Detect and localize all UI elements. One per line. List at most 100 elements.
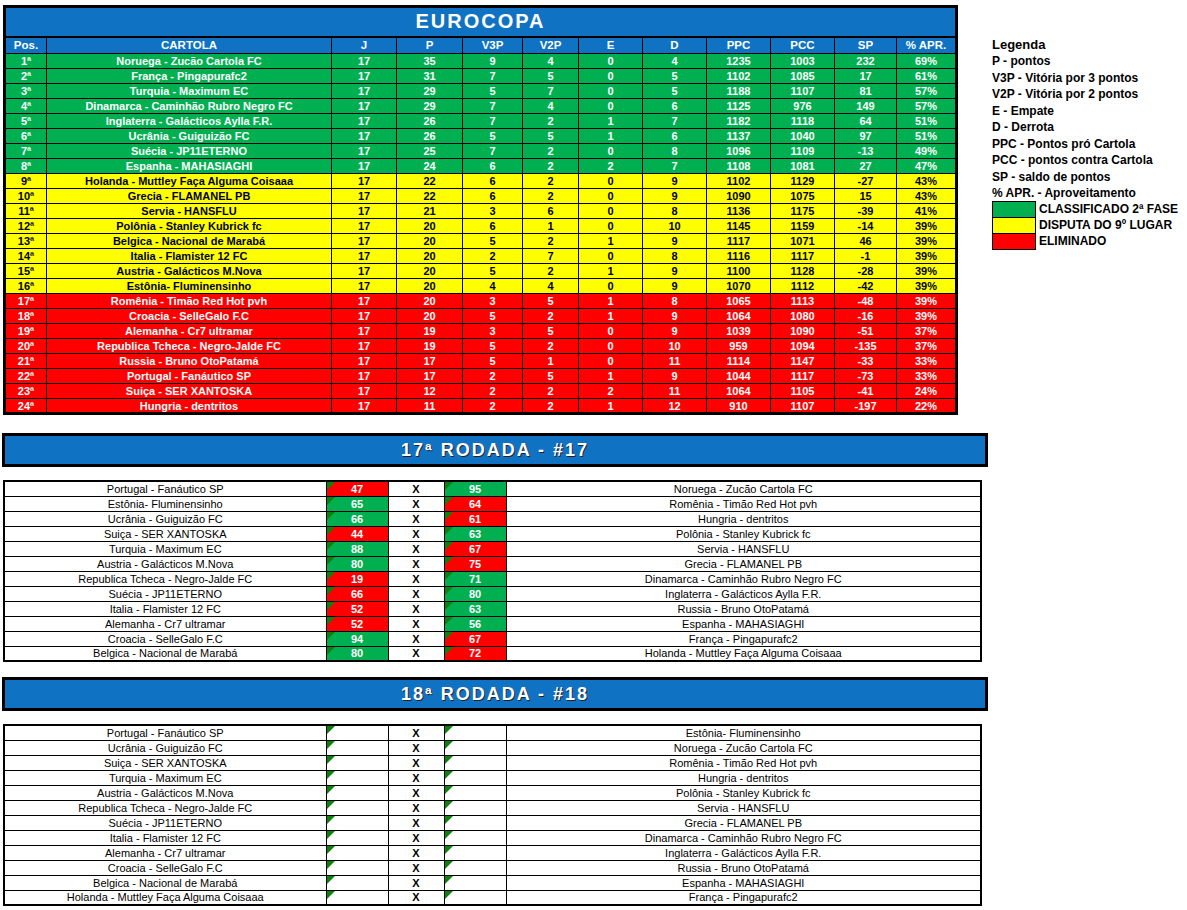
home-score-cell[interactable] [326,770,388,785]
losses-cell[interactable]: 8 [643,249,707,264]
losses-cell[interactable]: 5 [643,84,707,99]
away-team-cell[interactable]: Espanha - MAHASIAGHI [506,616,981,631]
apr-cell[interactable]: 39% [897,279,957,294]
position-cell[interactable]: 2ª [5,69,47,84]
team-cell[interactable]: Polônia - Stanley Kubrick fc [47,219,332,234]
home-score-cell[interactable]: 52 [326,616,388,631]
away-score-cell[interactable] [444,845,506,860]
ppc-cell[interactable]: 1114 [707,354,771,369]
draws-cell[interactable]: 0 [579,249,643,264]
away-team-cell[interactable]: Grecia - FLAMANEL PB [506,556,981,571]
losses-cell[interactable]: 8 [643,144,707,159]
points-cell[interactable]: 20 [397,264,463,279]
away-score-cell[interactable] [444,740,506,755]
position-cell[interactable]: 20ª [5,339,47,354]
away-team-cell[interactable]: Inglaterra - Galácticos Aylla F.R. [506,586,981,601]
position-cell[interactable]: 9ª [5,174,47,189]
home-score-cell[interactable]: 44 [326,526,388,541]
games-cell[interactable]: 17 [332,129,397,144]
games-cell[interactable]: 17 [332,69,397,84]
v2p-cell[interactable]: 2 [523,384,579,399]
versus-cell[interactable]: X [388,646,444,661]
away-team-cell[interactable]: Romênia - Timão Red Hot pvh [506,496,981,511]
position-cell[interactable]: 8ª [5,159,47,174]
points-cell[interactable]: 29 [397,84,463,99]
losses-cell[interactable]: 9 [643,234,707,249]
pcc-cell[interactable]: 1117 [771,249,835,264]
points-cell[interactable]: 11 [397,399,463,414]
points-cell[interactable]: 35 [397,54,463,69]
versus-cell[interactable]: X [388,586,444,601]
team-cell[interactable]: Croacia - SelleGalo F.C [47,309,332,324]
team-cell[interactable]: Russia - Bruno OtoPatamá [47,354,332,369]
points-cell[interactable]: 17 [397,369,463,384]
apr-cell[interactable]: 51% [897,129,957,144]
home-team-cell[interactable]: Croacia - SelleGalo F.C [4,631,326,646]
versus-cell[interactable]: X [388,526,444,541]
draws-cell[interactable]: 1 [579,264,643,279]
ppc-cell[interactable]: 1136 [707,204,771,219]
apr-cell[interactable]: 49% [897,144,957,159]
position-cell[interactable]: 5ª [5,114,47,129]
home-team-cell[interactable]: Italia - Flamister 12 FC [4,601,326,616]
games-cell[interactable]: 17 [332,279,397,294]
position-cell[interactable]: 11ª [5,204,47,219]
losses-cell[interactable]: 9 [643,309,707,324]
team-cell[interactable]: Republica Tcheca - Negro-Jalde FC [47,339,332,354]
home-score-cell[interactable] [326,875,388,890]
draws-cell[interactable]: 0 [579,324,643,339]
draws-cell[interactable]: 0 [579,189,643,204]
position-cell[interactable]: 23ª [5,384,47,399]
team-cell[interactable]: Espanha - MAHASIAGHI [47,159,332,174]
home-team-cell[interactable]: Portugal - Fanáutico SP [4,481,326,496]
points-cell[interactable]: 29 [397,99,463,114]
versus-cell[interactable]: X [388,755,444,770]
versus-cell[interactable]: X [388,481,444,496]
home-team-cell[interactable]: Turquia - Maximum EC [4,770,326,785]
sp-cell[interactable]: 15 [835,189,897,204]
home-team-cell[interactable]: Belgica - Nacional de Marabá [4,875,326,890]
pcc-cell[interactable]: 1107 [771,399,835,414]
position-cell[interactable]: 6ª [5,129,47,144]
sp-cell[interactable]: -135 [835,339,897,354]
v2p-cell[interactable]: 2 [523,339,579,354]
apr-cell[interactable]: 57% [897,84,957,99]
team-cell[interactable]: Suiça - SER XANTOSKA [47,384,332,399]
v3p-cell[interactable]: 5 [463,84,523,99]
home-team-cell[interactable]: Alemanha - Cr7 ultramar [4,616,326,631]
v3p-cell[interactable]: 6 [463,189,523,204]
games-cell[interactable]: 17 [332,174,397,189]
pcc-cell[interactable]: 1128 [771,264,835,279]
v2p-cell[interactable]: 2 [523,174,579,189]
pcc-cell[interactable]: 1080 [771,309,835,324]
points-cell[interactable]: 12 [397,384,463,399]
versus-cell[interactable]: X [388,800,444,815]
points-cell[interactable]: 22 [397,174,463,189]
versus-cell[interactable]: X [388,740,444,755]
away-team-cell[interactable]: Servia - HANSFLU [506,800,981,815]
position-cell[interactable]: 14ª [5,249,47,264]
losses-cell[interactable]: 7 [643,159,707,174]
away-score-cell[interactable]: 56 [444,616,506,631]
away-team-cell[interactable]: Holanda - Muttley Faça Alguma Coisaaa [506,646,981,661]
draws-cell[interactable]: 0 [579,174,643,189]
pcc-cell[interactable]: 1175 [771,204,835,219]
away-team-cell[interactable]: Espanha - MAHASIAGHI [506,875,981,890]
home-team-cell[interactable]: Suécia - JP11ETERNO [4,586,326,601]
standings-header-cell[interactable]: CARTOLA [47,37,332,54]
away-team-cell[interactable]: Hungria - dentritos [506,770,981,785]
pcc-cell[interactable]: 1085 [771,69,835,84]
losses-cell[interactable]: 9 [643,369,707,384]
games-cell[interactable]: 17 [332,234,397,249]
team-cell[interactable]: Inglaterra - Galácticos Aylla F.R. [47,114,332,129]
position-cell[interactable]: 7ª [5,144,47,159]
draws-cell[interactable]: 1 [579,114,643,129]
home-team-cell[interactable]: Austria - Galácticos M.Nova [4,785,326,800]
team-cell[interactable]: Holanda - Muttley Faça Alguma Coisaaa [47,174,332,189]
away-score-cell[interactable] [444,890,506,905]
ppc-cell[interactable]: 1235 [707,54,771,69]
draws-cell[interactable]: 1 [579,399,643,414]
position-cell[interactable]: 1ª [5,54,47,69]
home-team-cell[interactable]: Suiça - SER XANTOSKA [4,526,326,541]
versus-cell[interactable]: X [388,725,444,740]
